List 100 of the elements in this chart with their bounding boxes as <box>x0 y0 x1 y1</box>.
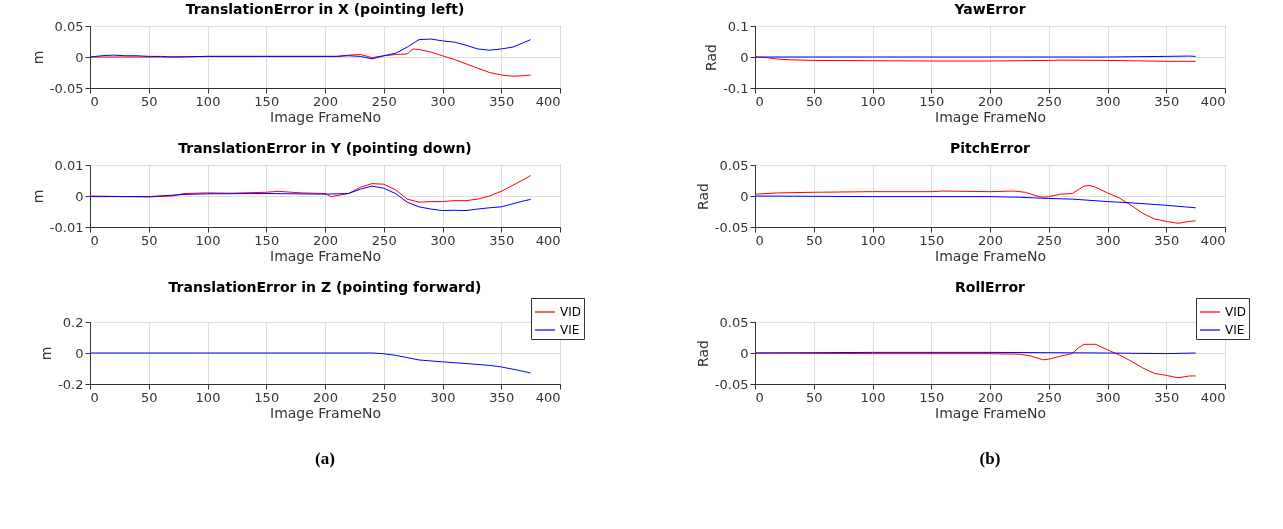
y-tick-label: 0 <box>740 188 749 204</box>
x-tick-label: 150 <box>254 389 280 405</box>
y-tick-label: 0 <box>740 345 749 361</box>
x-tick-label: 0 <box>90 389 99 405</box>
x-tick-label: 350 <box>489 389 515 405</box>
y-tick-label: -0.2 <box>58 376 84 392</box>
y-tick-label: 0 <box>740 49 749 65</box>
y-tick-label: 0 <box>75 188 84 204</box>
text: (a) <box>315 449 335 468</box>
x-tick-label: 150 <box>254 232 280 248</box>
x-tick-label: 400 <box>1200 232 1226 248</box>
legend-label: VID <box>1225 305 1246 319</box>
x-tick-label: 100 <box>860 93 886 109</box>
legend-label: VID <box>560 305 581 319</box>
chart-title: TranslationError in Y (pointing down) <box>178 140 472 156</box>
text: (b) <box>979 449 1001 468</box>
x-tick-label: 400 <box>535 389 561 405</box>
x-tick-label: 250 <box>1036 232 1062 248</box>
x-tick-label: 200 <box>978 389 1003 405</box>
x-tick-label: 50 <box>805 389 823 405</box>
y-axis-title: m <box>29 189 46 204</box>
x-tick-label: 250 <box>371 389 397 405</box>
x-tick-label: 150 <box>919 93 945 109</box>
x-tick-label: 0 <box>755 389 764 405</box>
y-axis-title: m <box>29 50 46 65</box>
x-tick-label: 50 <box>805 232 823 248</box>
y-tick-label: 0.05 <box>719 157 749 173</box>
y-tick-label: -0.05 <box>49 80 84 96</box>
legend-label: VIE <box>560 323 580 337</box>
y-tick-label: -0.05 <box>714 376 749 392</box>
legend-label: VIE <box>1225 323 1245 337</box>
x-tick-label: 50 <box>140 232 158 248</box>
x-tick-label: 100 <box>860 232 886 248</box>
x-tick-label: 350 <box>489 232 515 248</box>
x-axis-title: Image FrameNo <box>935 247 1046 264</box>
x-axis-title: Image FrameNo <box>935 108 1046 125</box>
y-tick-label: 0.01 <box>54 157 84 173</box>
chart-title: RollError <box>955 278 1026 295</box>
x-tick-label: 350 <box>1154 93 1180 109</box>
x-tick-label: 200 <box>978 93 1003 109</box>
x-tick-label: 200 <box>313 93 338 109</box>
x-tick-label: 200 <box>978 232 1003 248</box>
y-axis-title: Rad <box>703 44 720 71</box>
x-tick-label: 100 <box>195 93 221 109</box>
y-tick-label: 0.1 <box>727 18 749 34</box>
x-tick-label: 300 <box>1095 232 1121 248</box>
line-series <box>755 184 1197 224</box>
y-tick-label: -0.05 <box>714 219 749 235</box>
x-tick-label: 100 <box>195 232 221 248</box>
y-tick-label: 0 <box>75 49 84 65</box>
x-axis-title: Image FrameNo <box>270 247 381 264</box>
x-tick-label: 350 <box>1154 389 1180 405</box>
y-tick-label: 0 <box>75 345 84 361</box>
y-tick-label: 0.2 <box>62 314 84 330</box>
x-tick-label: 350 <box>489 93 515 109</box>
x-axis-title: Image FrameNo <box>270 404 381 421</box>
x-tick-label: 0 <box>90 93 99 109</box>
y-tick-label: -0.01 <box>49 219 84 235</box>
y-axis-title: Rad <box>694 340 711 367</box>
line-series <box>90 352 532 374</box>
y-tick-label: 0.05 <box>719 314 749 330</box>
x-tick-label: 150 <box>254 93 280 109</box>
x-tick-label: 50 <box>140 389 158 405</box>
x-tick-label: 350 <box>1154 232 1180 248</box>
x-tick-label: 250 <box>1036 389 1062 405</box>
x-tick-label: 150 <box>919 232 945 248</box>
line-series <box>90 185 532 212</box>
x-tick-label: 400 <box>1200 389 1226 405</box>
line-series <box>90 38 532 60</box>
x-tick-label: 300 <box>430 389 456 405</box>
chart-title: YawError <box>953 1 1026 17</box>
chart-title: PitchError <box>950 140 1031 156</box>
x-tick-label: 400 <box>535 232 561 248</box>
line-series <box>755 195 1197 209</box>
x-axis-title: Image FrameNo <box>270 108 381 125</box>
x-tick-label: 0 <box>755 93 764 109</box>
x-tick-label: 150 <box>919 389 945 405</box>
y-tick-label: -0.1 <box>723 80 749 96</box>
x-tick-label: 50 <box>140 93 158 109</box>
x-tick-label: 100 <box>195 389 221 405</box>
y-axis-title: m <box>38 346 55 361</box>
y-axis-title: Rad <box>694 183 711 210</box>
x-tick-label: 300 <box>430 93 456 109</box>
x-tick-label: 250 <box>371 93 397 109</box>
x-tick-label: 300 <box>1095 93 1121 109</box>
x-tick-label: 400 <box>535 93 561 109</box>
x-tick-label: 200 <box>313 232 338 248</box>
y-tick-label: 0.05 <box>54 18 84 34</box>
chart-title: TranslationError in Z (pointing forward) <box>168 278 482 295</box>
x-tick-label: 250 <box>371 232 397 248</box>
x-axis-title: Image FrameNo <box>935 404 1046 421</box>
x-tick-label: 200 <box>313 389 338 405</box>
x-tick-label: 100 <box>860 389 886 405</box>
x-tick-label: 400 <box>1200 93 1226 109</box>
x-tick-label: 0 <box>755 232 764 248</box>
x-tick-label: 250 <box>1036 93 1062 109</box>
x-tick-label: 300 <box>1095 389 1121 405</box>
x-tick-label: 50 <box>805 93 823 109</box>
x-tick-label: 0 <box>90 232 99 248</box>
chart-title: TranslationError in X (pointing left) <box>185 1 465 17</box>
